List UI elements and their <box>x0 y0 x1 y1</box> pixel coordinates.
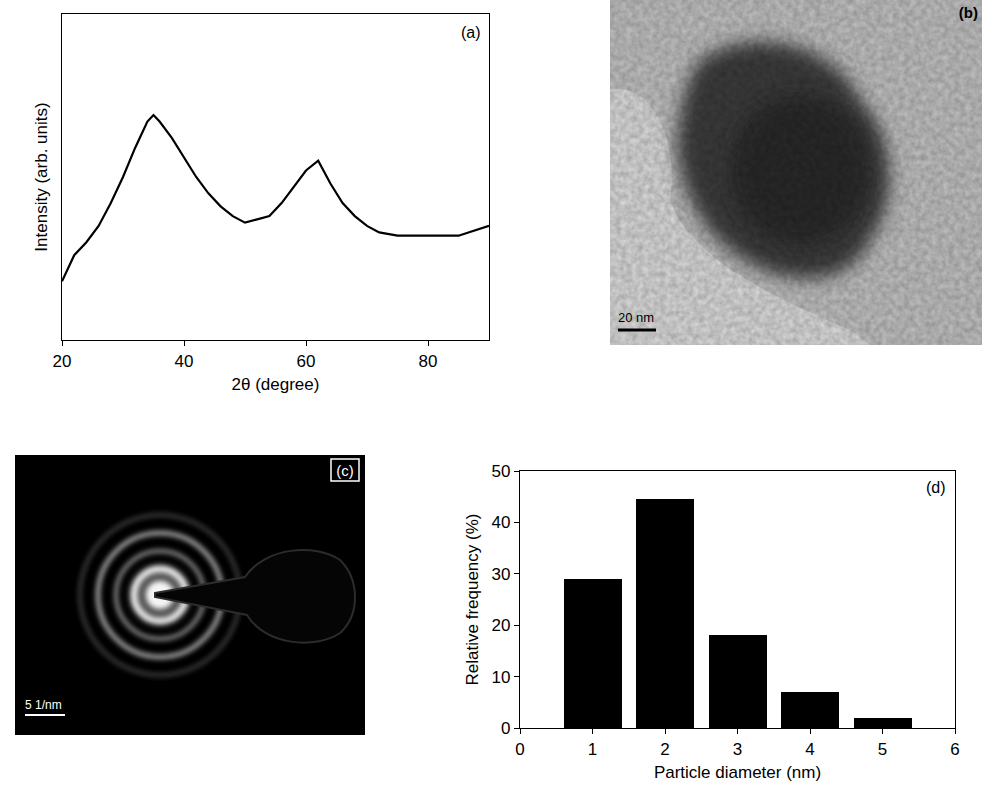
svg-text:10: 10 <box>491 668 510 687</box>
svg-text:(c): (c) <box>336 462 354 479</box>
svg-text:20: 20 <box>53 352 72 371</box>
svg-text:50: 50 <box>491 462 510 481</box>
svg-text:0: 0 <box>515 740 524 759</box>
svg-text:4: 4 <box>805 740 814 759</box>
svg-text:Relative frequency (%): Relative frequency (%) <box>463 514 482 686</box>
svg-text:30: 30 <box>491 565 510 584</box>
svg-text:6: 6 <box>950 740 959 759</box>
svg-text:2: 2 <box>660 740 669 759</box>
svg-text:40: 40 <box>491 513 510 532</box>
svg-text:(b): (b) <box>959 4 978 21</box>
svg-text:3: 3 <box>733 740 742 759</box>
svg-text:20: 20 <box>491 616 510 635</box>
svg-text:5: 5 <box>878 740 887 759</box>
svg-text:20 nm: 20 nm <box>618 310 654 325</box>
svg-text:5 1/nm: 5 1/nm <box>25 698 62 712</box>
svg-text:0: 0 <box>501 719 510 738</box>
svg-text:40: 40 <box>175 352 194 371</box>
svg-text:80: 80 <box>419 352 438 371</box>
svg-text:60: 60 <box>297 352 316 371</box>
svg-text:(a): (a) <box>461 24 481 41</box>
svg-text:Intensity (arb. units): Intensity (arb. units) <box>32 102 51 251</box>
svg-text:1: 1 <box>588 740 597 759</box>
svg-text:(d): (d) <box>926 479 946 496</box>
svg-text:Particle diameter (nm): Particle diameter (nm) <box>654 763 821 782</box>
svg-text:2θ (degree): 2θ (degree) <box>232 375 320 394</box>
